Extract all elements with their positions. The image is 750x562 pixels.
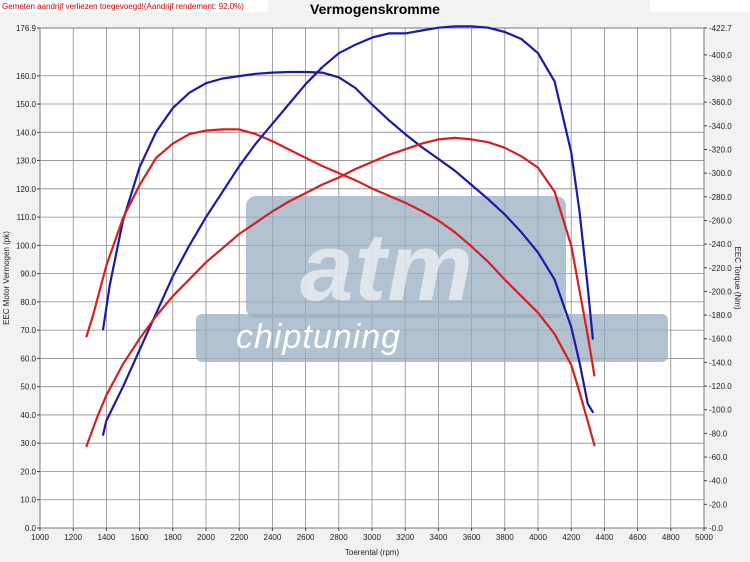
y-tick-label: 176.9	[16, 24, 37, 33]
y2-tick-label: -180.0	[709, 311, 732, 320]
y2-tick-label: -280.0	[709, 193, 732, 202]
x-axis-label: Toerental (rpm)	[345, 548, 400, 557]
x-tick-label: 4600	[629, 533, 647, 542]
x-tick-label: 3000	[363, 533, 381, 542]
x-axis-ticks: 1000 1200 1400 1600 1800 2000 2200 2400 2600 2800…	[31, 528, 713, 542]
y-tick-label: 150.0	[16, 100, 37, 109]
y2-tick-label: -360.0	[709, 98, 732, 107]
x-tick-label: 2400	[264, 533, 282, 542]
y2-tick-label: -320.0	[709, 145, 732, 154]
series-line-torque-tuned	[101, 70, 594, 414]
series-line-power-tuned	[101, 25, 594, 436]
y2-tick-label: -80.0	[709, 429, 728, 438]
header-box-right	[650, 0, 750, 12]
x-tick-label: 4400	[596, 533, 614, 542]
x-tick-label: 3600	[463, 533, 481, 542]
y2-tick-label: -400.0	[709, 51, 732, 60]
y-axis-ticks: 0.0 10.0 20.0 30.0 40.0 50.0 60.0 70.0 80.0 90.0 1…	[16, 24, 40, 533]
y-tick-label: 40.0	[20, 411, 36, 420]
y-tick-label: 0.0	[25, 524, 37, 533]
y2-tick-label: -200.0	[709, 287, 732, 296]
y-tick-label: 120.0	[16, 185, 37, 194]
y2-tick-label: -0.0	[709, 524, 723, 533]
y-tick-label: 70.0	[20, 326, 36, 335]
x-tick-label: 3400	[430, 533, 448, 542]
y-axis-label: EEC Motor Vermogen (pk)	[2, 231, 11, 325]
watermark-sub: chiptuning	[236, 318, 401, 356]
y2-tick-label: -260.0	[709, 216, 732, 225]
x-tick-label: 1200	[64, 533, 82, 542]
chart-title: Vermogenskromme	[310, 1, 440, 17]
y2-tick-label: -160.0	[709, 335, 732, 344]
x-tick-label: 2000	[197, 533, 215, 542]
x-tick-label: 4200	[562, 533, 580, 542]
note-box	[0, 0, 268, 12]
y-tick-label: 30.0	[20, 439, 36, 448]
watermark-block	[246, 196, 566, 318]
x-tick-label: 1000	[31, 533, 49, 542]
series-line-torque-stock	[85, 128, 596, 447]
x-tick-label: 4800	[662, 533, 680, 542]
y-tick-label: 10.0	[20, 496, 36, 505]
y-tick-label: 160.0	[16, 72, 37, 81]
y2-tick-label: -422.7	[709, 24, 732, 33]
x-tick-label: 4000	[529, 533, 547, 542]
watermark-logo: atm chiptuning	[196, 196, 668, 362]
y2-tick-label: -140.0	[709, 358, 732, 367]
x-tick-label: 3200	[396, 533, 414, 542]
series-lines	[85, 25, 596, 448]
x-tick-label: 1800	[164, 533, 182, 542]
drive-loss-note: Gemeten aandrijf verliezen toegevoegd!(A…	[2, 2, 244, 11]
series-line-power-stock	[85, 136, 596, 448]
watermark-brand: atm	[300, 214, 474, 321]
y2-axis-ticks: -0.0 -20.0 -40.0 -60.0 -80.0 -100.0 -120.0 -140…	[704, 24, 732, 533]
x-tick-label: 2600	[297, 533, 315, 542]
x-tick-label: 1400	[98, 533, 116, 542]
y2-tick-label: -380.0	[709, 75, 732, 84]
x-tick-label: 1600	[131, 533, 149, 542]
y-tick-label: 50.0	[20, 383, 36, 392]
y2-tick-label: -100.0	[709, 406, 732, 415]
x-tick-label: 3800	[496, 533, 514, 542]
y2-tick-label: -300.0	[709, 169, 732, 178]
y2-tick-label: -240.0	[709, 240, 732, 249]
y2-tick-label: -120.0	[709, 382, 732, 391]
y-tick-label: 110.0	[17, 213, 37, 222]
y2-axis-label: EEC Torque (Nm)	[733, 247, 742, 310]
watermark-band	[196, 314, 668, 362]
x-tick-label: 2800	[330, 533, 348, 542]
y-tick-label: 20.0	[20, 467, 36, 476]
x-tick-label: 2200	[230, 533, 248, 542]
y-tick-label: 80.0	[20, 298, 36, 307]
x-tick-label: 5000	[695, 533, 713, 542]
y-tick-label: 140.0	[16, 128, 37, 137]
y2-tick-label: -220.0	[709, 264, 732, 273]
y-tick-label: 60.0	[20, 354, 36, 363]
y-tick-label: 130.0	[16, 157, 37, 166]
y-tick-label: 100.0	[16, 241, 37, 250]
y2-tick-label: -40.0	[709, 477, 728, 486]
y2-tick-label: -340.0	[709, 122, 732, 131]
y-tick-label: 90.0	[20, 270, 36, 279]
y2-tick-label: -60.0	[709, 453, 728, 462]
y2-tick-label: -20.0	[709, 500, 728, 509]
